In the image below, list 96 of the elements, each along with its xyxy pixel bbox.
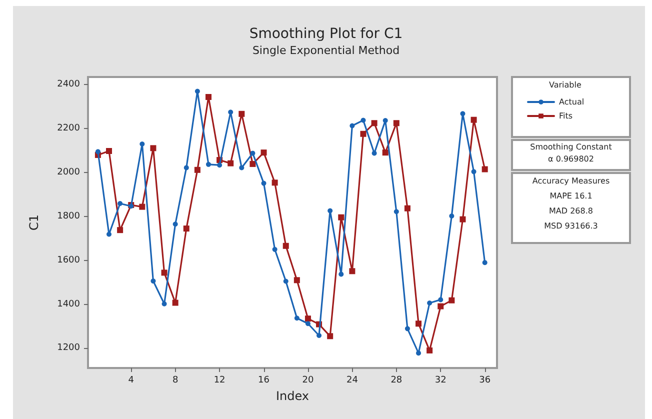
point: [118, 201, 123, 206]
chart-subtitle: Single Exponential Method: [252, 44, 400, 57]
y-axis-title: C1: [27, 214, 41, 231]
y-tick-label: 1200: [57, 343, 80, 354]
x-tick-label: 8: [172, 376, 178, 386]
point: [382, 150, 388, 156]
legend-label: Actual: [559, 98, 584, 106]
point: [106, 232, 112, 237]
point: [184, 165, 189, 170]
point: [338, 272, 344, 277]
text: Accuracy Measures: [532, 176, 610, 186]
point: [161, 270, 168, 276]
y-tick-label: 2000: [57, 168, 80, 178]
point: [183, 226, 190, 232]
point: [416, 350, 422, 356]
text: Smoothing Constant: [530, 142, 612, 152]
point: [449, 214, 454, 219]
y-tick-label: 1400: [57, 299, 80, 310]
point: [460, 111, 466, 116]
point: [460, 216, 466, 222]
point: [95, 149, 100, 154]
text: α 0.969802: [548, 154, 594, 164]
point: [448, 297, 455, 304]
point: [150, 145, 156, 152]
point: [371, 120, 378, 126]
point: [404, 205, 410, 212]
point: [172, 300, 178, 306]
point: [294, 316, 300, 321]
point: [426, 347, 433, 354]
y-tick-label: 1600: [57, 255, 80, 266]
point: [338, 214, 344, 220]
text: MAPE 16.1: [550, 192, 592, 200]
point: [228, 160, 234, 166]
point: [404, 326, 410, 332]
text: MAD 268.8: [549, 206, 593, 216]
point: [482, 260, 488, 266]
x-tick-label: 12: [214, 376, 226, 386]
point: [272, 246, 278, 252]
point: [260, 150, 267, 156]
x-tick-label: 36: [479, 376, 491, 386]
point: [394, 209, 399, 214]
point: [282, 242, 289, 249]
point: [283, 278, 288, 284]
point: [194, 88, 200, 94]
point: [393, 120, 400, 126]
point: [416, 320, 422, 327]
point: [305, 321, 310, 326]
point: [316, 332, 322, 338]
point: [482, 166, 488, 172]
point: [360, 118, 366, 123]
point: [217, 162, 222, 168]
point: [328, 208, 333, 214]
legend-title: Variable: [549, 80, 582, 90]
point: [205, 94, 212, 100]
point: [239, 165, 244, 170]
point: [139, 204, 146, 210]
y-tick-label: 1800: [57, 211, 80, 222]
point: [294, 277, 300, 284]
y-tick-label: 2200: [57, 124, 80, 134]
point: [250, 160, 256, 167]
point: [117, 227, 124, 234]
point: [372, 150, 377, 156]
point: [438, 303, 444, 310]
point: [206, 162, 211, 167]
y-tick-label: 2400: [57, 80, 80, 90]
x-tick-label: 16: [258, 376, 270, 386]
point: [349, 268, 356, 274]
x-tick-label: 4: [128, 376, 134, 386]
point: [238, 110, 245, 117]
point: [150, 278, 156, 284]
point: [140, 141, 145, 146]
point: [162, 301, 167, 306]
point: [427, 300, 432, 306]
point: [382, 118, 388, 123]
x-tick-label: 32: [434, 376, 446, 386]
x-tick-label: 28: [390, 376, 402, 386]
point: [470, 116, 477, 123]
point: [304, 316, 311, 322]
point: [471, 169, 476, 174]
point: [327, 333, 334, 340]
point: [250, 150, 256, 156]
point: [438, 297, 444, 302]
point: [272, 180, 278, 186]
point: [228, 110, 234, 115]
point: [194, 166, 200, 173]
x-tick-label: 24: [346, 376, 358, 386]
text: MSD 93166.3: [544, 222, 598, 230]
x-tick-label: 20: [302, 376, 314, 386]
x-axis-title: Index: [276, 389, 310, 403]
point: [106, 148, 112, 154]
legend-label: Fits: [559, 112, 573, 120]
chart-title: Smoothing Plot for C1: [249, 26, 403, 42]
point: [261, 180, 266, 186]
point: [360, 130, 366, 137]
point: [350, 123, 355, 128]
point: [172, 222, 178, 227]
